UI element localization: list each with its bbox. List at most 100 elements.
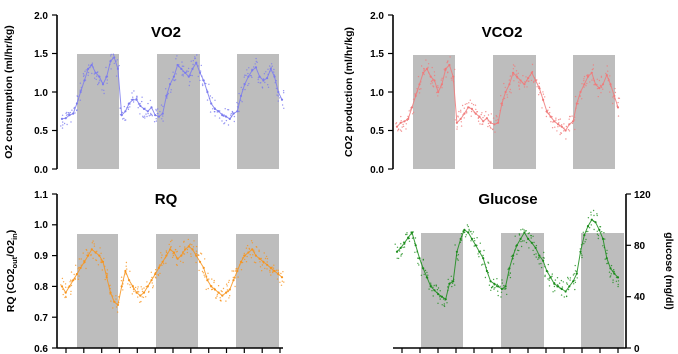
glucose-point bbox=[609, 267, 612, 270]
vo2-noise-dot bbox=[65, 114, 68, 116]
rq-noise-dot bbox=[106, 269, 109, 271]
vo2-noise-dot bbox=[149, 99, 152, 102]
glucose-noise-dot bbox=[596, 230, 598, 232]
rq-noise-dot bbox=[100, 261, 103, 264]
glucose-noise-dot bbox=[494, 287, 496, 289]
glucose-point bbox=[527, 237, 530, 240]
vco2-noise-dot bbox=[612, 96, 614, 98]
vco2-point bbox=[437, 90, 440, 94]
vco2-noise-dot bbox=[477, 120, 480, 122]
vco2-noise-dot bbox=[405, 128, 407, 130]
glucose-noise-dot bbox=[532, 235, 534, 237]
rq-point bbox=[217, 291, 220, 294]
vo2-noise-dot bbox=[159, 110, 161, 113]
vo2-noise-dot bbox=[241, 88, 244, 91]
vo2-noise-dot bbox=[95, 78, 97, 81]
vco2-noise-dot bbox=[618, 97, 621, 100]
vco2-noise-dot bbox=[435, 86, 438, 88]
vco2-noise-dot bbox=[497, 119, 499, 121]
glucose-noise-dot bbox=[479, 242, 481, 244]
vo2-noise-dot bbox=[277, 100, 279, 102]
rq-noise-dot bbox=[264, 267, 266, 270]
vo2-noise-dot bbox=[129, 106, 131, 108]
vo2-noise-dot bbox=[80, 86, 83, 89]
glucose-noise-dot bbox=[424, 269, 427, 272]
rq-point bbox=[180, 254, 183, 257]
vco2-noise-dot bbox=[457, 116, 459, 118]
rq-noise-dot bbox=[62, 288, 64, 290]
vo2-point bbox=[187, 75, 190, 78]
rq-noise-dot bbox=[222, 287, 225, 290]
vo2-noise-dot bbox=[137, 107, 139, 109]
glucose-noise-dot bbox=[540, 266, 543, 269]
glucose-noise-dot bbox=[525, 241, 528, 244]
vo2-noise-dot bbox=[110, 68, 112, 70]
glucose-noise-dot bbox=[457, 254, 460, 256]
glucose-noise-dot bbox=[450, 275, 452, 277]
glucose-noise-dot bbox=[400, 253, 402, 256]
vo2-noise-dot bbox=[112, 53, 115, 55]
glucose-noise-dot bbox=[551, 273, 553, 275]
vo2-noise-dot bbox=[225, 119, 228, 122]
glucose-noise-dot bbox=[587, 230, 589, 233]
glucose-noise-dot bbox=[437, 302, 439, 304]
rq-noise-dot bbox=[141, 288, 143, 290]
rq-noise-dot bbox=[209, 285, 212, 287]
vco2-noise-dot bbox=[510, 92, 512, 94]
rq-point bbox=[142, 291, 146, 294]
vco2-noise-dot bbox=[544, 96, 546, 98]
glucose-noise-dot bbox=[487, 261, 489, 263]
rq-noise-dot bbox=[83, 262, 85, 264]
rq-noise-dot bbox=[83, 259, 85, 262]
vco2-noise-dot bbox=[423, 67, 425, 70]
vo2-noise-dot bbox=[87, 71, 90, 74]
vco2-noise-dot bbox=[465, 111, 468, 113]
glucose-noise-dot bbox=[405, 233, 407, 236]
vo2-noise-dot bbox=[162, 115, 164, 117]
glucose-noise-dot bbox=[551, 275, 553, 277]
rq-noise-dot bbox=[182, 261, 184, 264]
rq-noise-dot bbox=[226, 291, 228, 293]
rq-noise-dot bbox=[78, 266, 80, 269]
glucose-noise-dot bbox=[544, 274, 546, 276]
vo2-noise-dot bbox=[196, 54, 198, 56]
rq-noise-dot bbox=[115, 306, 118, 308]
rq-noise-dot bbox=[270, 274, 272, 276]
vco2-noise-dot bbox=[565, 125, 568, 128]
glucose-noise-dot bbox=[473, 245, 475, 247]
rq-noise-dot bbox=[216, 293, 219, 296]
glucose-point bbox=[560, 287, 563, 291]
vco2-noise-dot bbox=[417, 75, 420, 78]
vco2-noise-dot bbox=[506, 96, 509, 98]
vco2-noise-dot bbox=[482, 116, 484, 119]
rq-noise-dot bbox=[140, 286, 142, 288]
glucose-noise-dot bbox=[444, 299, 446, 301]
vo2-point bbox=[262, 79, 265, 82]
vco2-y-ticks: 0.0 0.5 1.0 1.5 2.0 bbox=[370, 11, 393, 176]
glucose-noise-dot bbox=[593, 214, 595, 217]
vo2-noise-dot bbox=[199, 79, 201, 82]
rq-point bbox=[135, 291, 138, 294]
vo2-noise-dot bbox=[191, 74, 193, 77]
glucose-noise-dot bbox=[410, 231, 412, 233]
glucose-point bbox=[590, 218, 593, 221]
rq-noise-dot bbox=[234, 270, 237, 272]
vco2-noise-dot bbox=[530, 79, 533, 82]
rq-noise-dot bbox=[179, 260, 182, 262]
vco2-noise-dot bbox=[583, 78, 585, 80]
vo2-noise-dot bbox=[77, 99, 79, 101]
rq-noise-dot bbox=[100, 252, 102, 254]
rq-noise-dot bbox=[220, 300, 222, 302]
rq-ylabel-part-a: RQ (CO2 bbox=[5, 268, 17, 312]
rq-ylabel-part-b: out bbox=[10, 256, 19, 268]
rq-noise-dot bbox=[192, 246, 195, 248]
vco2-noise-dot bbox=[600, 86, 603, 89]
vo2-noise-dot bbox=[265, 71, 267, 73]
rq-noise-dot bbox=[232, 270, 235, 272]
glucose-noise-dot bbox=[512, 257, 514, 260]
rq-point bbox=[258, 257, 261, 260]
rq-noise-dot bbox=[251, 242, 254, 244]
rq-noise-dot bbox=[280, 272, 282, 275]
rq-point bbox=[90, 248, 93, 251]
rq-noise-dot bbox=[213, 287, 215, 290]
